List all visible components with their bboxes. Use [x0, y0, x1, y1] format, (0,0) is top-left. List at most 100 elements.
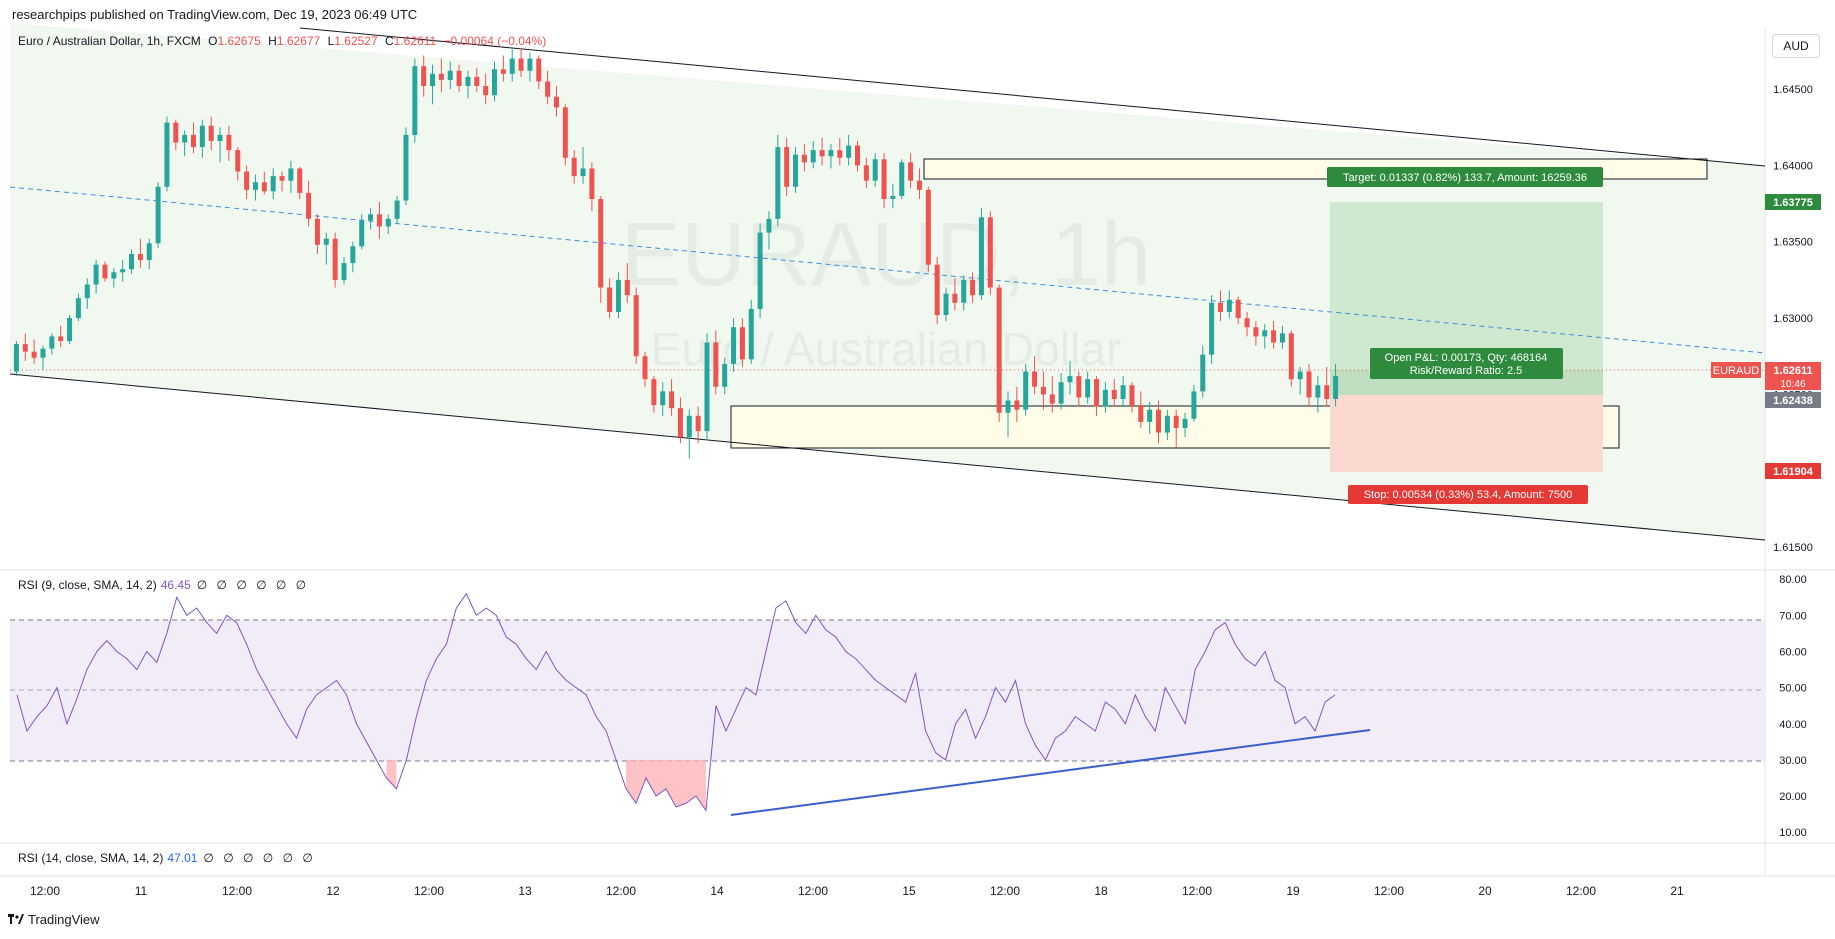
candle-body	[359, 220, 365, 247]
candle-body	[1040, 386, 1046, 395]
candle-body	[970, 279, 976, 296]
candle-body	[421, 66, 427, 87]
candle-body	[1182, 418, 1188, 429]
candle-body	[704, 342, 710, 432]
rsi-trend-line[interactable]	[730, 729, 1371, 816]
rsi14-legend[interactable]: RSI (14, close, SMA, 14, 2) 47.01 ∅ ∅ ∅ ∅ …	[18, 851, 316, 865]
candle-body	[553, 96, 559, 108]
candle-body	[368, 214, 374, 221]
stop-label: Stop: 0.00534 (0.33%) 53.4, Amount: 7500	[1364, 489, 1573, 501]
candle-body	[1306, 371, 1312, 398]
candles-layer	[13, 47, 1339, 459]
time-tick-label: 12:00	[414, 884, 444, 898]
time-tick-label: 18	[1094, 884, 1108, 898]
candle-body	[1102, 389, 1108, 407]
candle-body	[757, 232, 763, 309]
candle-body	[536, 58, 542, 82]
candle-body	[288, 168, 294, 181]
rsi14-value: 47.01	[167, 851, 198, 865]
target-price-badge	[1765, 194, 1821, 210]
candle-body	[925, 189, 931, 265]
low-value: 1.62527	[334, 34, 378, 48]
channel-median-line[interactable]	[9, 186, 1766, 354]
rsi9-value: 46.45	[160, 578, 191, 592]
candle-body	[908, 162, 914, 181]
channel-upper-line[interactable]	[299, 27, 1766, 167]
candle-body	[518, 58, 524, 71]
candle-body	[952, 293, 958, 303]
rsi9-label: RSI (9, close, SMA, 14, 2)	[18, 578, 157, 592]
candle-body	[483, 86, 489, 96]
candle-body	[580, 168, 586, 177]
candle-body	[1067, 376, 1073, 383]
candle-body	[1173, 415, 1179, 429]
candle-body	[987, 217, 993, 288]
candle-body	[1164, 415, 1170, 433]
candle-body	[1014, 400, 1020, 410]
candle-body	[1094, 379, 1100, 407]
candle-body	[1288, 333, 1294, 380]
candle-body	[492, 69, 498, 96]
target-label-box[interactable]	[1327, 167, 1603, 187]
candle-body	[13, 344, 19, 372]
candle-body	[775, 147, 781, 219]
symbol-legend[interactable]: Euro / Australian Dollar, 1h, FXCM O1.62…	[18, 34, 546, 48]
candle-body	[447, 70, 453, 80]
candle-body	[341, 263, 347, 280]
candle-body	[677, 408, 683, 438]
target-area[interactable]	[1330, 202, 1603, 370]
candle-body	[1297, 371, 1303, 380]
high-label: H	[268, 34, 277, 48]
candle-body	[615, 279, 621, 312]
candle-body	[1244, 318, 1250, 328]
stop-area[interactable]	[1330, 395, 1603, 472]
candle-body	[934, 264, 940, 316]
stop-price-badge	[1765, 463, 1821, 479]
open-value: 1.62675	[217, 34, 261, 48]
candle-body	[1235, 299, 1241, 319]
candle-body	[129, 253, 135, 270]
symbol-tag-badge	[1711, 362, 1761, 378]
open-pl-box[interactable]	[1370, 348, 1563, 379]
time-tick-label: 12:00	[798, 884, 828, 898]
candle-body	[1120, 385, 1126, 400]
last-price-badge	[1765, 362, 1821, 390]
candle-body	[961, 279, 967, 303]
candle-body	[739, 327, 745, 360]
candle-body	[819, 150, 825, 157]
currency-button[interactable]: AUD	[1772, 34, 1820, 58]
tradingview-logo-icon	[8, 913, 24, 924]
rsi-tick-label: 70.00	[1779, 610, 1807, 622]
candle-body	[93, 264, 99, 285]
candle-body	[916, 180, 922, 190]
candle-body	[173, 122, 179, 143]
rsi-axis-ticks: 80.00 70.00 60.00 50.00 40.00 30.00 20.00 10.00	[1779, 574, 1807, 839]
candle-body	[810, 150, 816, 163]
entry-price-badge	[1765, 392, 1821, 408]
candle-body	[1200, 354, 1206, 392]
candle-body	[111, 272, 117, 279]
candle-body	[190, 134, 196, 148]
time-tick-label: 19	[1286, 884, 1300, 898]
entry-price-text: 1.62438	[1773, 395, 1813, 407]
rsi-tick-label: 80.00	[1779, 574, 1807, 586]
tradingview-footer[interactable]: TradingView	[8, 912, 100, 927]
candle-body	[1111, 389, 1117, 400]
rsi-line[interactable]	[16, 592, 1336, 812]
candle-body	[394, 200, 400, 219]
footer-brand: TradingView	[28, 912, 100, 927]
candle-body	[67, 318, 73, 341]
candle-body	[1076, 376, 1082, 398]
time-tick-label: 12:00	[1566, 884, 1596, 898]
rsi9-legend[interactable]: RSI (9, close, SMA, 14, 2) 46.45 ∅ ∅ ∅ ∅ ∅…	[18, 578, 309, 592]
candle-body	[49, 336, 55, 349]
candle-body	[562, 107, 568, 158]
candle-body	[1129, 385, 1135, 406]
candle-body	[793, 154, 799, 187]
stop-label-box[interactable]	[1348, 485, 1588, 504]
candle-body	[1005, 400, 1011, 413]
candle-body	[226, 134, 232, 151]
channel-lower-line[interactable]	[9, 373, 1766, 541]
time-tick-label: 15	[902, 884, 916, 898]
